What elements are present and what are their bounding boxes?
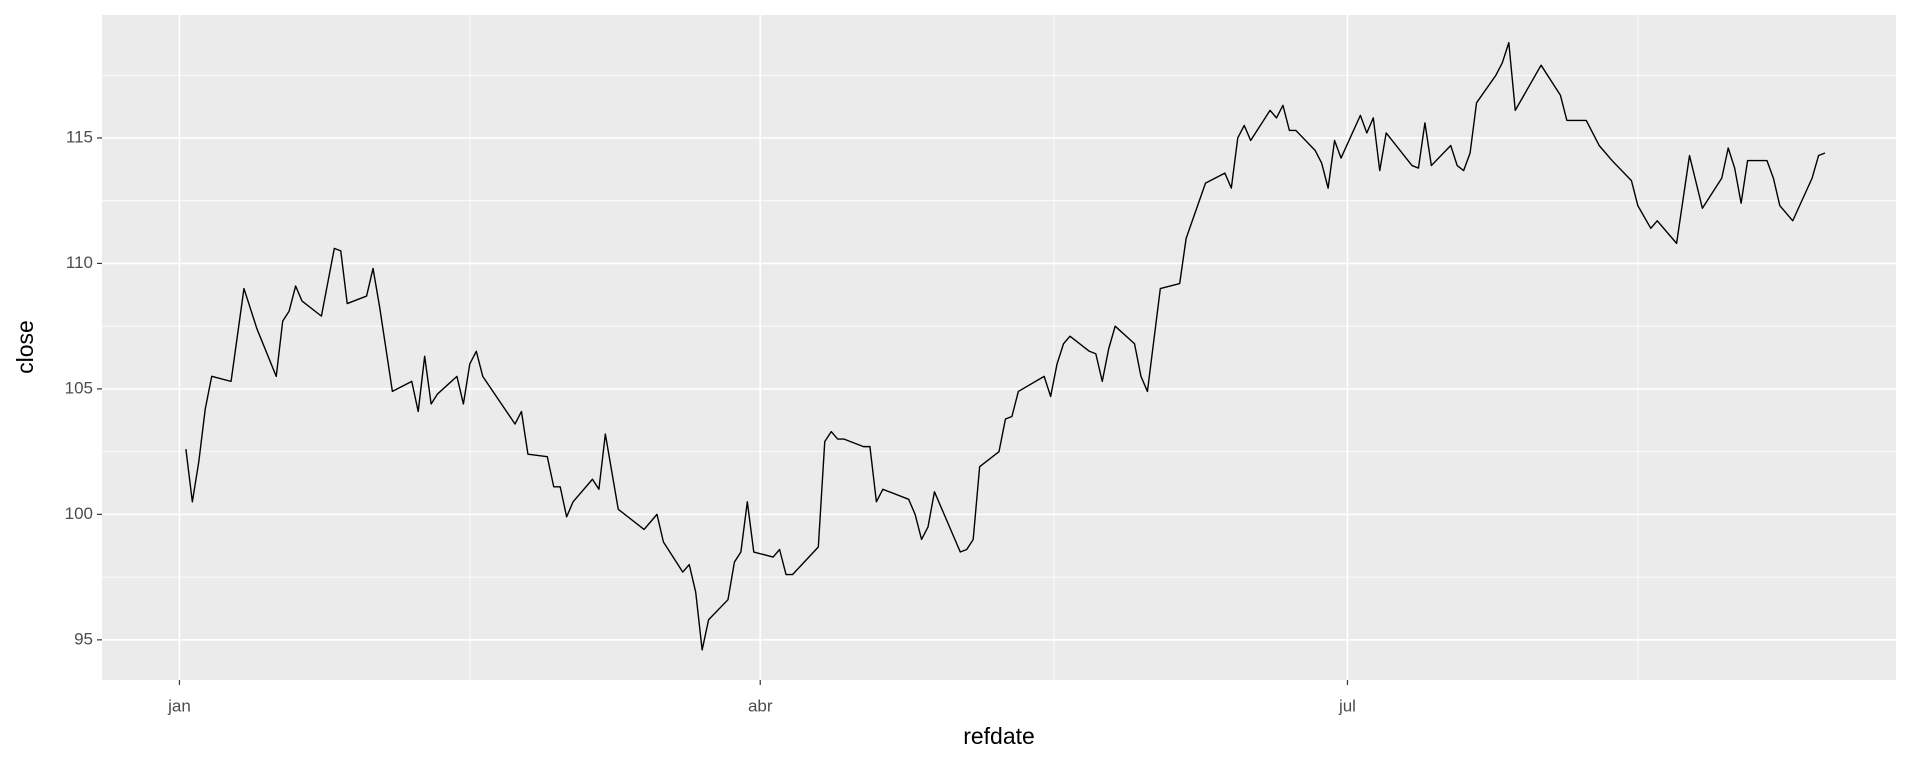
y-tick-label: 110 <box>66 253 93 272</box>
x-tick-label: jan <box>167 696 191 715</box>
panel <box>102 15 1896 680</box>
x-tick-label: jul <box>1338 696 1356 715</box>
x-axis-title: refdate <box>963 723 1035 749</box>
y-tick-label: 115 <box>66 127 93 146</box>
marks <box>185 41 1826 651</box>
grid: 95 100 105 110 115 jan abr jul <box>65 15 1896 715</box>
x-tick-label: abr <box>748 696 773 715</box>
y-tick-label: 95 <box>74 629 93 648</box>
y-tick-label: 105 <box>65 378 93 397</box>
y-tick-label: 100 <box>65 504 93 523</box>
y-axis-title: close <box>12 320 38 374</box>
price-line <box>185 41 1826 651</box>
